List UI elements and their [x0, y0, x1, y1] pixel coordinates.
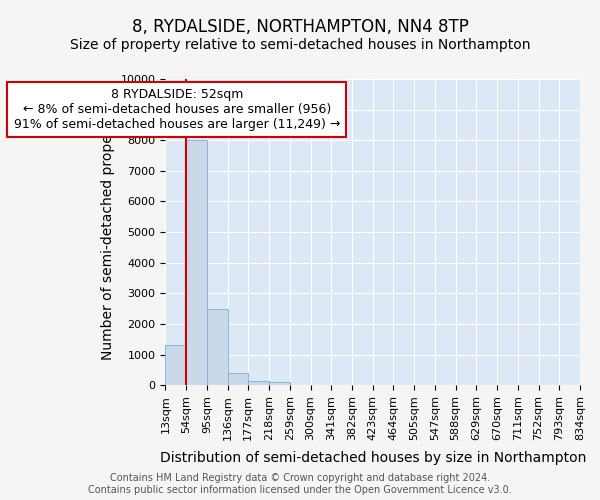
Bar — [186, 140, 207, 385]
Y-axis label: Number of semi-detached properties: Number of semi-detached properties — [101, 104, 115, 360]
Text: Size of property relative to semi-detached houses in Northampton: Size of property relative to semi-detach… — [70, 38, 530, 52]
Text: 8, RYDALSIDE, NORTHAMPTON, NN4 8TP: 8, RYDALSIDE, NORTHAMPTON, NN4 8TP — [131, 18, 469, 36]
Text: 8 RYDALSIDE: 52sqm
← 8% of semi-detached houses are smaller (956)
91% of semi-de: 8 RYDALSIDE: 52sqm ← 8% of semi-detached… — [14, 88, 340, 131]
Bar — [207, 308, 227, 385]
Bar — [248, 380, 269, 385]
X-axis label: Distribution of semi-detached houses by size in Northampton: Distribution of semi-detached houses by … — [160, 451, 586, 465]
Text: Contains HM Land Registry data © Crown copyright and database right 2024.
Contai: Contains HM Land Registry data © Crown c… — [88, 474, 512, 495]
Bar — [269, 382, 290, 385]
Bar — [166, 346, 186, 385]
Bar — [227, 373, 248, 385]
